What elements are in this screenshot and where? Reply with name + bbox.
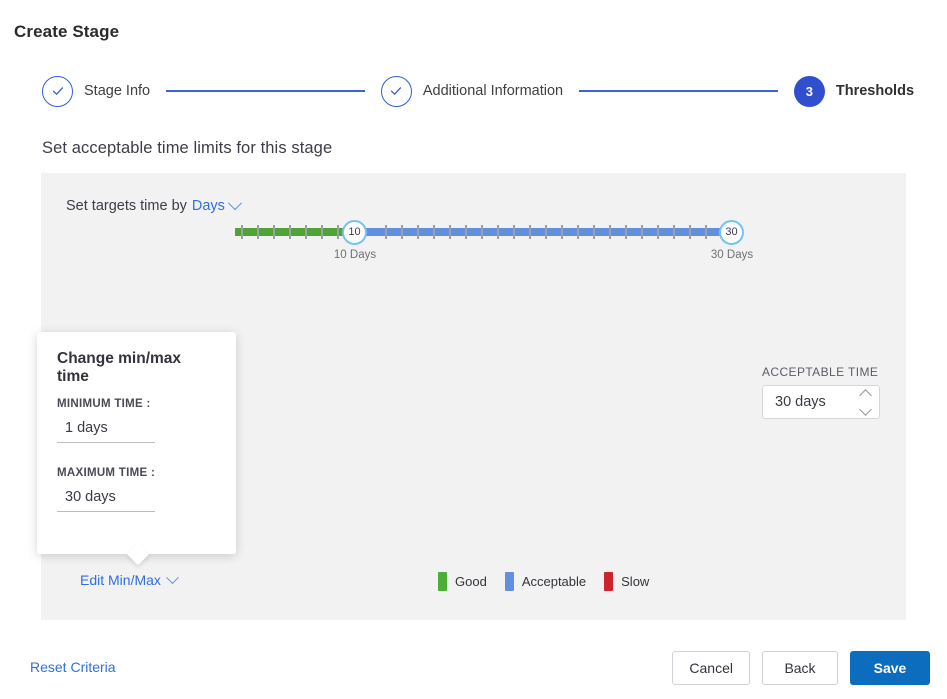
- minimum-time-label: MINIMUM TIME :: [57, 398, 151, 410]
- slider-caption-max: 30 Days: [710, 249, 754, 261]
- legend-swatch-slow: [604, 572, 614, 591]
- acceptable-time-label: ACCEPTABLE TIME: [762, 365, 879, 379]
- time-unit-dropdown[interactable]: Days: [191, 196, 243, 214]
- minimum-time-input[interactable]: [57, 414, 155, 443]
- acceptable-time-block: ACCEPTABLE TIME: [762, 365, 880, 419]
- stepper-down-icon[interactable]: [859, 402, 872, 416]
- wizard-stepper: Stage Info Additional Information 3 Thre…: [42, 74, 914, 108]
- legend-item-slow: Slow: [604, 572, 649, 591]
- step-3-label: Thresholds: [835, 83, 915, 99]
- legend-item-good: Good: [438, 572, 487, 591]
- step-connector-1: [166, 90, 365, 92]
- step-additional-information[interactable]: Additional Information: [380, 75, 564, 107]
- legend-label-slow: Slow: [621, 574, 650, 589]
- section-heading: Set acceptable time limits for this stag…: [42, 139, 333, 157]
- step-1-check-circle: [42, 75, 73, 107]
- edit-min-max-label: Edit Min/Max: [80, 572, 161, 588]
- chevron-down-icon: [166, 570, 179, 584]
- legend-item-acceptable: Acceptable: [504, 572, 587, 591]
- legend-label-acceptable: Acceptable: [521, 574, 587, 589]
- maximum-time-label: MAXIMUM TIME :: [57, 467, 156, 479]
- step-2-label: Additional Information: [422, 83, 564, 99]
- check-icon: [391, 87, 402, 95]
- stepper-up-icon[interactable]: [859, 388, 872, 402]
- step-stage-info[interactable]: Stage Info: [42, 75, 151, 107]
- step-2-check-circle: [380, 75, 412, 107]
- cancel-button[interactable]: Cancel: [672, 651, 750, 685]
- acceptable-time-stepper[interactable]: [762, 385, 880, 419]
- edit-min-max-toggle[interactable]: Edit Min/Max: [80, 570, 179, 588]
- threshold-legend: Good Acceptable Slow: [438, 572, 649, 591]
- acceptable-time-input[interactable]: [763, 394, 859, 410]
- slider-ticks: [195, 225, 735, 239]
- slider-handle-max[interactable]: 30: [719, 219, 744, 245]
- slider-track-acceptable: [354, 228, 732, 236]
- reset-criteria-link[interactable]: Reset Criteria: [30, 659, 116, 675]
- step-connector-2: [579, 90, 778, 92]
- set-targets-label: Set targets time by: [66, 198, 187, 214]
- legend-swatch-good: [438, 572, 447, 591]
- step-3-number-circle: 3: [793, 75, 825, 107]
- page-title: Create Stage: [14, 22, 120, 41]
- slider-track-good: [235, 228, 354, 236]
- maximum-time-input[interactable]: [57, 483, 155, 512]
- change-min-max-popover: Change min/max time MINIMUM TIME : MAXIM…: [37, 332, 236, 566]
- footer-actions: Cancel Back Save: [672, 651, 930, 685]
- threshold-range-slider[interactable]: 10 10 Days 30 30 Days: [195, 219, 753, 261]
- save-button[interactable]: Save: [850, 651, 930, 685]
- chevron-down-icon: [227, 196, 243, 211]
- step-1-label: Stage Info: [84, 83, 151, 99]
- slider-handle-min[interactable]: 10: [342, 219, 367, 245]
- legend-swatch-acceptable: [504, 572, 514, 591]
- step-thresholds[interactable]: 3 Thresholds: [793, 75, 915, 107]
- legend-label-good: Good: [455, 574, 487, 589]
- set-targets-row: Set targets time by Days: [66, 196, 243, 214]
- check-icon: [52, 87, 63, 95]
- slider-caption-min: 10 Days: [333, 249, 377, 261]
- back-button[interactable]: Back: [762, 651, 838, 685]
- acceptable-time-spinners[interactable]: [859, 388, 872, 416]
- time-unit-value: Days: [191, 198, 225, 214]
- popover-title: Change min/max time: [57, 350, 182, 385]
